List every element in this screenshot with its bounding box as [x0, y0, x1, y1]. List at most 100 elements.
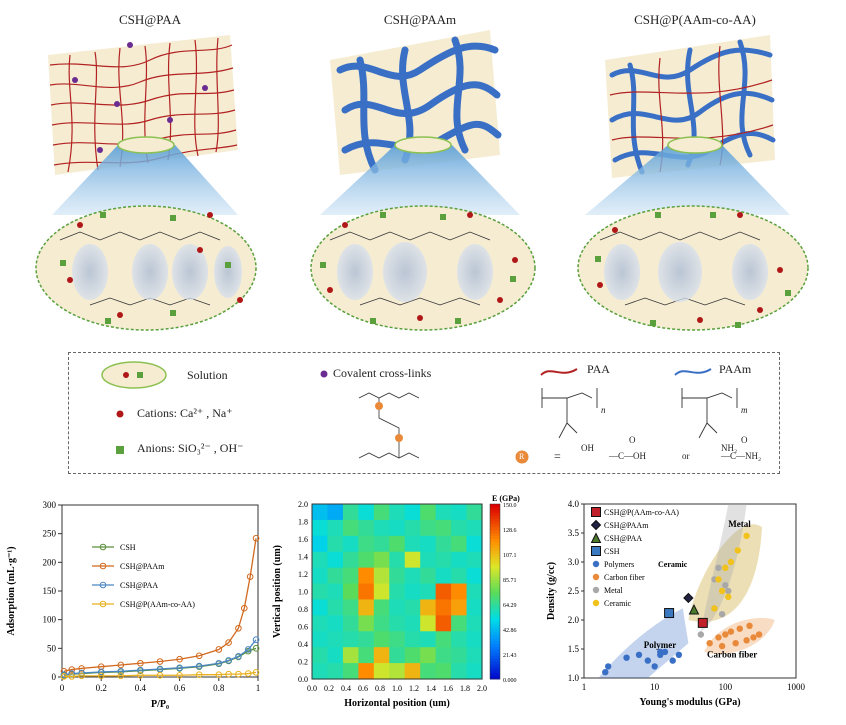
y-tick-label: 0.0	[298, 675, 308, 684]
heatmap-cell	[389, 504, 406, 521]
data-point	[750, 634, 757, 641]
data-point	[78, 672, 85, 680]
data-point	[68, 673, 76, 680]
y-tick-label: 0.8	[298, 605, 308, 614]
data-point	[176, 655, 183, 663]
modulus-map-chart: 0.0 0.2 0.4 0.6 0.8 1.0 1.2 1.4 1.6 1.8 2.0 0.0 0.2 0…	[272, 494, 520, 709]
data-point	[727, 628, 735, 635]
data-point	[644, 657, 652, 664]
heatmap-cell	[342, 663, 359, 680]
heatmap-cell	[466, 583, 483, 601]
heatmap-cell	[451, 551, 468, 569]
heatmap-cell	[342, 535, 359, 553]
colorbar-segment	[490, 547, 500, 552]
legend-label: CSH	[120, 543, 136, 552]
colorbar-segment	[490, 530, 500, 534]
legend-cations: Cations: Ca²⁺ , Na⁺	[137, 406, 233, 420]
heatmap-cell	[451, 567, 468, 585]
data-point	[734, 547, 741, 554]
heatmap-cell	[373, 519, 390, 537]
heatmap-cell	[342, 567, 359, 585]
r-group-icon	[515, 450, 529, 464]
polymer-envelope	[598, 608, 689, 678]
heatmap-cell	[404, 647, 421, 664]
colorbar-segment	[490, 652, 500, 657]
legend-label: CSH@P(AAm-co-AA)	[120, 600, 195, 609]
x-tick-label: 1.8	[460, 684, 470, 693]
heatmap-cell	[404, 504, 421, 521]
colorbar-segment	[490, 559, 500, 563]
heatmap-cell	[420, 583, 437, 601]
colorbar-segment	[490, 617, 500, 622]
colorbar-segment	[490, 635, 500, 639]
heatmap-cell	[312, 535, 329, 553]
colorbar-segment	[490, 515, 500, 520]
data-point	[156, 665, 164, 673]
data-point	[225, 670, 232, 678]
colorbar-segment	[490, 606, 500, 610]
heatmap-cell	[389, 615, 406, 632]
data-point	[697, 617, 708, 628]
heatmap-cell	[358, 519, 375, 537]
x-tick-label: 1	[256, 683, 261, 693]
y-tick-label: 1.2	[298, 570, 308, 579]
heatmap-cell	[327, 615, 344, 632]
heatmap-cell	[327, 567, 344, 585]
heatmap-cell	[389, 567, 406, 585]
colorbar-segment	[490, 600, 500, 604]
y-tick-label: 3.5	[568, 528, 580, 538]
anion-squares	[60, 212, 791, 328]
data-point	[78, 665, 85, 672]
data-point	[661, 648, 669, 656]
x-tick-label: 100	[719, 682, 733, 692]
colorbar-frame	[489, 503, 501, 680]
plot-frame	[583, 503, 797, 679]
colorbar-segment	[490, 611, 500, 616]
data-point	[755, 631, 763, 638]
heatmap-cell	[342, 631, 359, 648]
heatmap-cell	[466, 615, 483, 632]
series-line	[63, 538, 257, 672]
colorbar-segment	[490, 597, 500, 601]
heatmap-cell	[327, 504, 344, 521]
y-tick-label: 200	[43, 557, 57, 567]
paam-subscript-m: m	[741, 405, 748, 415]
y-tick-label: 150	[43, 586, 57, 596]
colorbar-tick-label: 21.43	[503, 653, 517, 659]
data-point	[732, 640, 739, 647]
heatmap-cell	[466, 551, 483, 569]
heatmap-cell	[312, 599, 329, 616]
colorbar-segment	[490, 594, 500, 598]
data-point	[683, 592, 694, 604]
r-def-cooh: —C—OH	[609, 451, 647, 461]
data-point	[252, 636, 260, 644]
y-tick-label: 1.4	[298, 553, 308, 562]
data-point	[117, 672, 125, 680]
colorbar-segment	[490, 556, 500, 560]
heatmap-cell	[404, 567, 421, 585]
heatmap-cell	[358, 504, 375, 521]
data-point	[715, 634, 722, 641]
schematic-legend: Solution Cations: Ca²⁺ , Na⁺ Anions: SiO…	[68, 352, 780, 474]
colorbar-segment	[490, 521, 500, 525]
y-tick-label: 1.8	[298, 518, 308, 527]
y-tick-label: 3.0	[568, 557, 580, 567]
colorbar-segment	[490, 629, 500, 633]
heatmap-cell	[435, 535, 452, 553]
legend-label: Carbon fiber	[604, 573, 645, 582]
data-point	[743, 532, 750, 540]
heatmap-cell	[420, 663, 437, 680]
panel-title-paa: CSH@PAA	[118, 12, 182, 27]
plot-frame	[311, 503, 483, 680]
heatmap-cell	[358, 631, 375, 648]
colorbar-tick-label: 42.86	[503, 628, 517, 634]
x-tick-label: 0.6	[358, 684, 368, 693]
heatmap-cell	[358, 663, 375, 680]
heatmap-cell	[312, 504, 329, 521]
paam-nh2: NH₂	[721, 443, 738, 453]
data-point	[176, 664, 183, 672]
colorbar-tick-label: 128.6	[503, 528, 517, 534]
heatmap-cell	[389, 647, 406, 664]
heatmap-cell	[389, 535, 406, 553]
legend-paa: PAA	[587, 362, 610, 376]
